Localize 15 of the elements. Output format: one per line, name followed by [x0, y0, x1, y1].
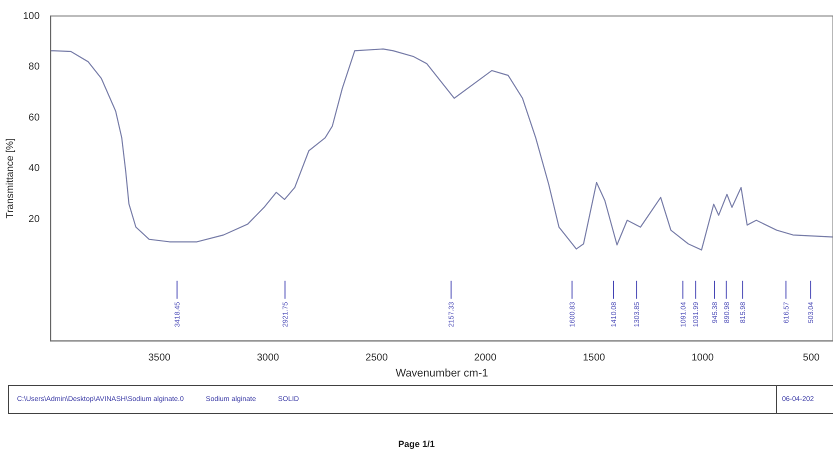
x-tick-label: 2500 [366, 352, 388, 364]
text: Page 1/1 [398, 439, 435, 449]
x-tick-label: 1000 [691, 352, 714, 364]
y-tick-label: 20 [28, 214, 40, 225]
x-axis-title: Wavenumber cm-1 [396, 367, 488, 380]
x-tick-label: 2000 [474, 352, 497, 364]
x-tick-label: 3000 [256, 352, 280, 364]
y-tick-label: 100 [22, 10, 40, 22]
y-tick-label: 40 [28, 163, 40, 174]
y-tick-label: 60 [28, 112, 40, 124]
x-tick-label: 1500 [582, 352, 606, 364]
x-tick-label: 500 [802, 352, 820, 364]
x-tick-label: 3500 [148, 352, 171, 364]
y-axis-title: Transmittance [%] [4, 138, 16, 219]
y-tick-label: 80 [28, 62, 40, 72]
